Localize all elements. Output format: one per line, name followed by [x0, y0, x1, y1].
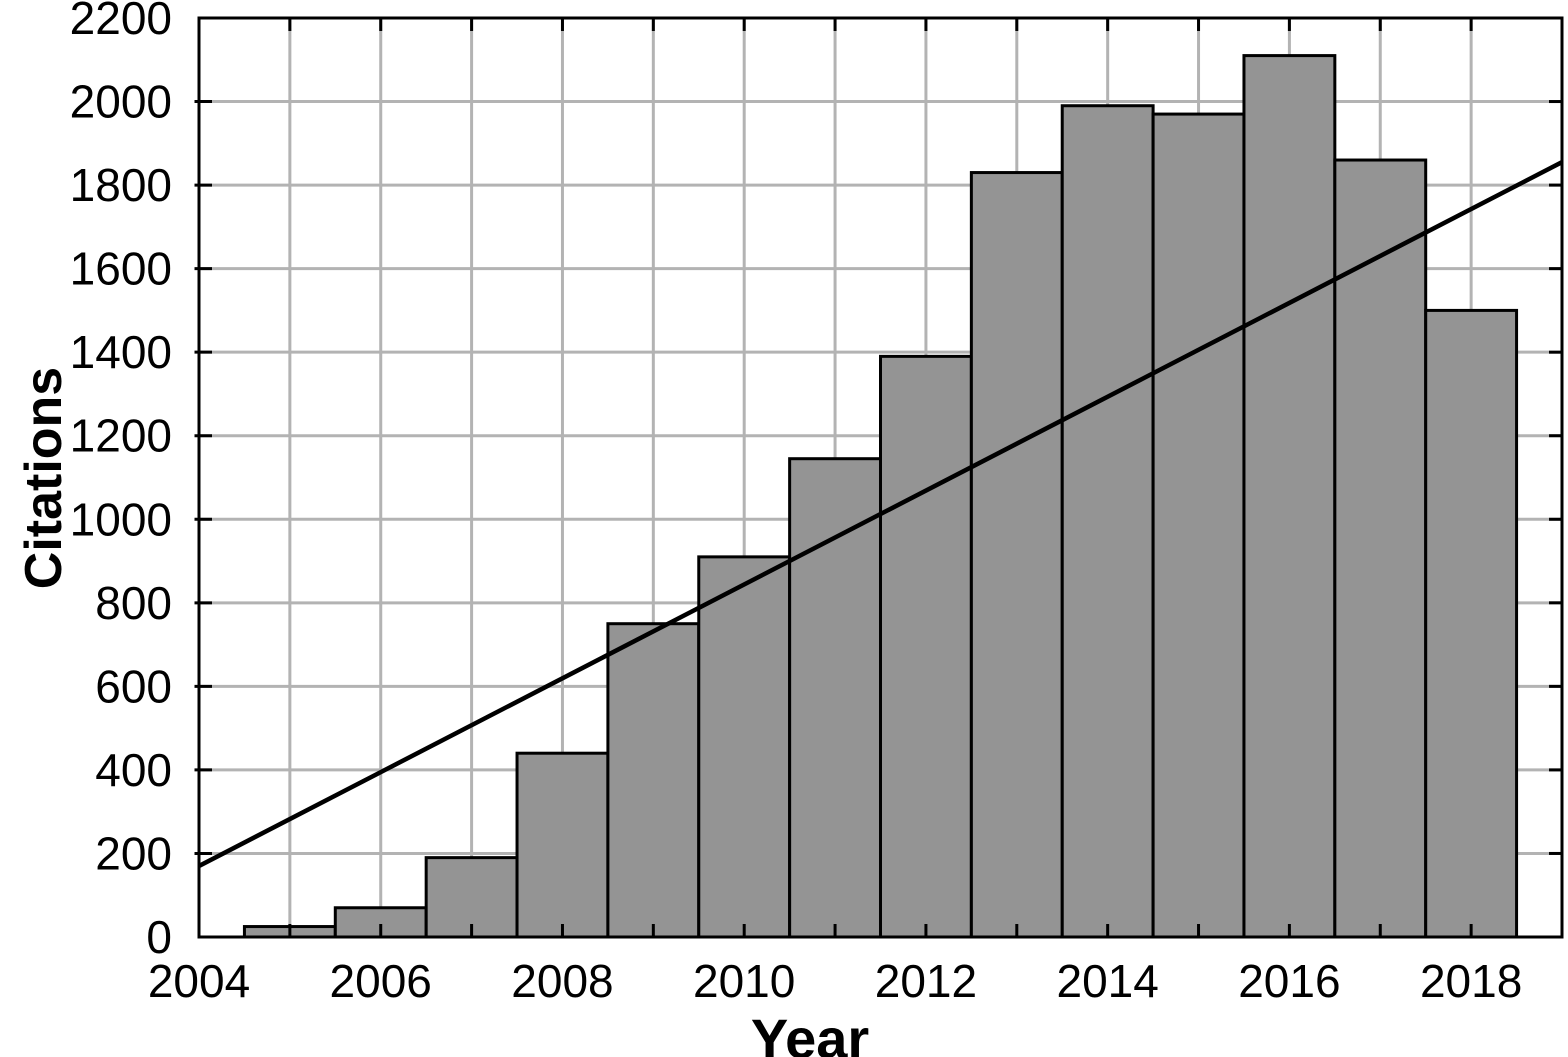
- bar-2011: [788, 457, 883, 939]
- bar-2016: [1242, 54, 1337, 939]
- y-tick-label: 1000: [70, 493, 172, 545]
- x-tick-label: 2012: [875, 955, 977, 1007]
- bar-2017: [1333, 158, 1428, 939]
- x-tick-label: 2014: [1056, 955, 1158, 1007]
- bar-2014: [1060, 104, 1155, 939]
- bar-2013: [969, 171, 1064, 939]
- trend-line: [197, 160, 1564, 868]
- y-tick-label: 2200: [70, 0, 172, 44]
- y-tick-label: 1400: [70, 326, 172, 378]
- x-axis-title: Year: [750, 1007, 870, 1057]
- x-tick-label: 2010: [693, 955, 795, 1007]
- y-tick-label: 400: [95, 744, 172, 796]
- y-tick-label: 800: [95, 577, 172, 629]
- x-tick-label: 2018: [1420, 955, 1522, 1007]
- bar-2018: [1424, 308, 1519, 939]
- plot-frame: [197, 16, 1564, 939]
- y-tick-label: 200: [95, 827, 172, 879]
- y-tick-label: 1800: [70, 159, 172, 211]
- bar-2015: [1151, 112, 1246, 939]
- bar-2009: [606, 622, 701, 939]
- y-tick-label: 1200: [70, 410, 172, 462]
- bar-2012: [879, 354, 973, 939]
- y-tick-label: 0: [146, 911, 172, 963]
- x-tick-label: 2004: [148, 955, 250, 1007]
- y-tick-label: 600: [95, 660, 172, 712]
- x-tick-label: 2008: [511, 955, 613, 1007]
- y-tick-label: 2000: [70, 76, 172, 128]
- bar-2008: [515, 751, 610, 939]
- y-axis-title: Citations: [15, 366, 73, 590]
- y-tick-label: 1600: [70, 243, 172, 295]
- bar-2010: [697, 555, 792, 939]
- x-tick-label: 2016: [1238, 955, 1340, 1007]
- x-tick-label: 2006: [330, 955, 432, 1007]
